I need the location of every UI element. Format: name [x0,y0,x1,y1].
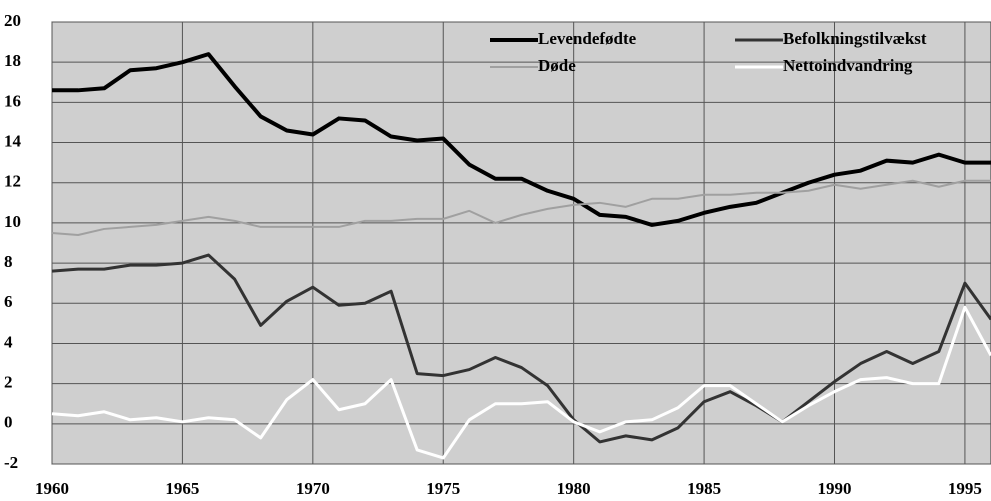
y-tick-label: 2 [4,373,13,392]
y-tick-label: -2 [4,453,18,472]
series-line [52,52,991,227]
x-tick-label: 1965 [165,479,199,498]
legend-label: Befolkningstilvækst [783,29,927,48]
x-tick-label: 1995 [948,479,982,498]
plot-area [51,21,991,465]
y-tick-label: 10 [4,212,21,231]
series-line [51,253,991,444]
y-tick-label: 18 [4,51,21,70]
y-tick-label: 0 [4,413,13,432]
legend-label: Døde [538,56,576,75]
y-tick-label: 20 [4,11,21,30]
x-tick-label: 1970 [296,479,330,498]
series-line [51,305,991,460]
x-tick-label: 1960 [35,479,69,498]
series-line [51,179,991,236]
legend-label: Nettoindvandring [783,56,913,75]
x-tick-label: 1985 [687,479,721,498]
y-tick-label: 14 [4,131,22,150]
y-tick-label: 16 [4,91,21,110]
y-tick-label: 8 [4,252,13,271]
legend: Levendefødte Befolkningstilvækst Døde Netto… [490,29,927,75]
y-tick-label: 12 [4,172,21,191]
x-tick-label: 1990 [818,479,852,498]
y-tick-label: 4 [4,332,13,351]
x-tick-label: 1975 [426,479,460,498]
legend-label: Levendefødte [538,29,637,48]
y-tick-label: 6 [4,292,13,311]
x-tick-label: 1980 [557,479,591,498]
